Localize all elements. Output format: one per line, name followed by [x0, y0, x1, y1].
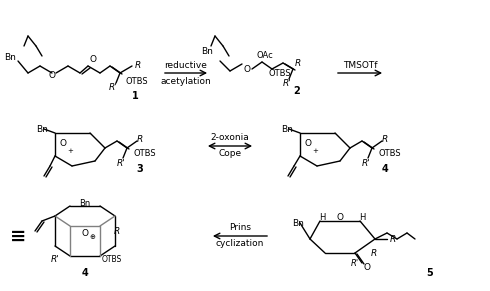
Text: 2: 2	[294, 86, 300, 96]
Text: OTBS: OTBS	[125, 77, 147, 86]
Text: O: O	[304, 139, 312, 148]
Text: acetylation: acetylation	[161, 77, 211, 86]
Text: ⊕: ⊕	[89, 234, 95, 240]
Text: R: R	[382, 134, 388, 143]
Text: O: O	[244, 65, 250, 74]
Text: Bn: Bn	[292, 219, 304, 228]
Text: H: H	[319, 214, 325, 223]
Text: 2-oxonia: 2-oxonia	[211, 134, 249, 143]
Text: +: +	[67, 148, 73, 154]
Text: OTBS: OTBS	[102, 255, 122, 263]
Text: O: O	[337, 214, 343, 223]
Text: R': R'	[109, 84, 118, 93]
Text: Cope: Cope	[219, 150, 242, 159]
Text: R: R	[135, 61, 141, 70]
Text: R: R	[371, 249, 377, 258]
Text: O: O	[49, 72, 55, 81]
Text: R': R'	[50, 255, 59, 263]
Text: R': R'	[283, 79, 292, 88]
Text: +: +	[312, 148, 318, 154]
Text: 4: 4	[382, 164, 389, 174]
Text: H: H	[359, 214, 365, 223]
Text: 5: 5	[427, 268, 433, 278]
Text: 1: 1	[132, 91, 138, 101]
Text: OTBS: OTBS	[378, 148, 401, 157]
Text: Bn: Bn	[4, 54, 16, 63]
Text: reductive: reductive	[165, 61, 207, 70]
Text: 4: 4	[82, 268, 88, 278]
Text: O: O	[81, 228, 89, 237]
Text: R': R'	[362, 159, 370, 168]
Text: Bn: Bn	[36, 125, 48, 134]
Text: Bn: Bn	[281, 125, 293, 134]
Text: R: R	[390, 235, 396, 244]
Text: OTBS: OTBS	[269, 68, 292, 77]
Text: TMSOTf: TMSOTf	[343, 61, 377, 70]
Text: OAc: OAc	[257, 52, 273, 61]
Text: O: O	[364, 263, 370, 272]
Text: R: R	[295, 58, 301, 68]
Text: R: R	[137, 134, 143, 143]
Text: cyclization: cyclization	[216, 239, 264, 249]
Text: OTBS: OTBS	[133, 148, 156, 157]
Text: Prins: Prins	[229, 223, 251, 233]
Text: O: O	[59, 139, 67, 148]
Text: 3: 3	[137, 164, 144, 174]
Text: Bn: Bn	[201, 47, 213, 56]
Text: R': R'	[351, 258, 359, 267]
Text: R': R'	[117, 159, 125, 168]
Text: Bn: Bn	[79, 198, 91, 207]
Text: O: O	[90, 56, 97, 65]
Text: ≡: ≡	[10, 226, 26, 246]
Text: R: R	[114, 226, 120, 235]
